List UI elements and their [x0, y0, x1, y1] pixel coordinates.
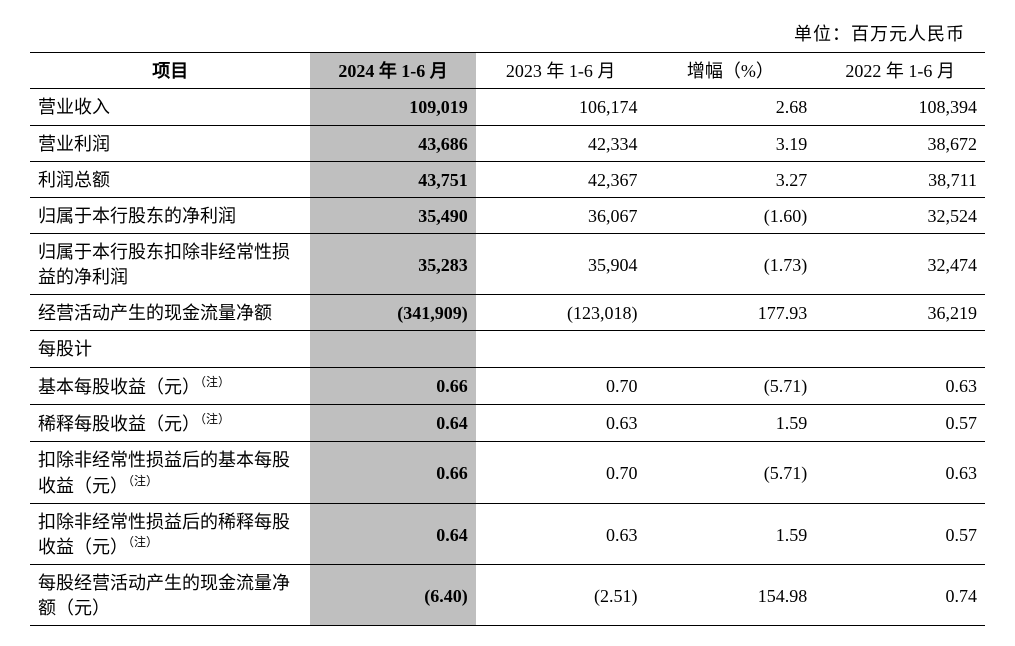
cell-prev: 0.70: [476, 442, 646, 504]
cell-prev: (2.51): [476, 565, 646, 626]
table-row: 每股经营活动产生的现金流量净额（元）(6.40)(2.51)154.980.74: [30, 565, 985, 626]
col-cur: 2024 年 1-6 月: [310, 53, 475, 89]
cell-chg: (1.73): [645, 234, 815, 295]
cell-cur: 0.66: [310, 442, 475, 504]
cell-prev: 106,174: [476, 89, 646, 125]
table-row: 基本每股收益（元）（注）0.660.70(5.71)0.63: [30, 367, 985, 404]
cell-prev2: 0.57: [815, 503, 985, 565]
col-prev: 2023 年 1-6 月: [476, 53, 646, 89]
row-item-label: 归属于本行股东扣除非经常性损益的净利润: [30, 234, 310, 295]
table-row: 扣除非经常性损益后的稀释每股收益（元）（注）0.640.631.590.57: [30, 503, 985, 565]
cell-chg: (5.71): [645, 442, 815, 504]
cell-prev: [476, 331, 646, 367]
row-item-label: 归属于本行股东的净利润: [30, 198, 310, 234]
note-ref: （注）: [200, 412, 230, 426]
cell-prev: 35,904: [476, 234, 646, 295]
table-row: 归属于本行股东扣除非经常性损益的净利润35,28335,904(1.73)32,…: [30, 234, 985, 295]
col-chg: 增幅（%）: [645, 53, 815, 89]
cell-prev2: 36,219: [815, 295, 985, 331]
cell-cur: 35,283: [310, 234, 475, 295]
cell-prev: 0.70: [476, 367, 646, 404]
note-ref: （注）: [200, 375, 230, 389]
cell-chg: 1.59: [645, 404, 815, 441]
table-row: 经营活动产生的现金流量净额(341,909)(123,018)177.9336,…: [30, 295, 985, 331]
cell-prev2: 0.63: [815, 442, 985, 504]
table-row: 归属于本行股东的净利润35,49036,067(1.60)32,524: [30, 198, 985, 234]
row-item-label: 利润总额: [30, 161, 310, 197]
table-body: 营业收入109,019106,1742.68108,394营业利润43,6864…: [30, 89, 985, 626]
cell-chg: 1.59: [645, 503, 815, 565]
row-item-label: 稀释每股收益（元）（注）: [30, 404, 310, 441]
row-item-label: 营业利润: [30, 125, 310, 161]
table-row: 营业收入109,019106,1742.68108,394: [30, 89, 985, 125]
cell-chg: 3.27: [645, 161, 815, 197]
cell-chg: 3.19: [645, 125, 815, 161]
cell-prev2: 38,672: [815, 125, 985, 161]
table-row: 营业利润43,68642,3343.1938,672: [30, 125, 985, 161]
cell-prev: (123,018): [476, 295, 646, 331]
cell-prev: 42,334: [476, 125, 646, 161]
cell-prev: 42,367: [476, 161, 646, 197]
cell-cur: (341,909): [310, 295, 475, 331]
cell-cur: 0.64: [310, 503, 475, 565]
cell-prev: 0.63: [476, 404, 646, 441]
cell-cur: 43,751: [310, 161, 475, 197]
table-row: 扣除非经常性损益后的基本每股收益（元）（注）0.660.70(5.71)0.63: [30, 442, 985, 504]
cell-chg: 2.68: [645, 89, 815, 125]
cell-prev2: 0.74: [815, 565, 985, 626]
unit-label: 单位：百万元人民币: [30, 20, 985, 46]
cell-cur: 0.64: [310, 404, 475, 441]
cell-prev: 36,067: [476, 198, 646, 234]
cell-cur: 0.66: [310, 367, 475, 404]
cell-prev2: 0.57: [815, 404, 985, 441]
cell-chg: (1.60): [645, 198, 815, 234]
table-row: 利润总额43,75142,3673.2738,711: [30, 161, 985, 197]
cell-cur: 109,019: [310, 89, 475, 125]
row-item-label: 每股经营活动产生的现金流量净额（元）: [30, 565, 310, 626]
table-row: 每股计: [30, 331, 985, 367]
cell-prev2: 108,394: [815, 89, 985, 125]
cell-prev2: 0.63: [815, 367, 985, 404]
row-item-label: 经营活动产生的现金流量净额: [30, 295, 310, 331]
col-prev2: 2022 年 1-6 月: [815, 53, 985, 89]
row-item-label: 每股计: [30, 331, 310, 367]
row-item-label: 基本每股收益（元）（注）: [30, 367, 310, 404]
header-row: 项目 2024 年 1-6 月 2023 年 1-6 月 增幅（%） 2022 …: [30, 53, 985, 89]
cell-prev2: 38,711: [815, 161, 985, 197]
cell-chg: [645, 331, 815, 367]
note-ref: （注）: [128, 535, 158, 549]
cell-cur: 35,490: [310, 198, 475, 234]
cell-cur: 43,686: [310, 125, 475, 161]
cell-chg: 154.98: [645, 565, 815, 626]
row-item-label: 扣除非经常性损益后的稀释每股收益（元）（注）: [30, 503, 310, 565]
cell-prev2: [815, 331, 985, 367]
cell-prev2: 32,524: [815, 198, 985, 234]
financial-table: 项目 2024 年 1-6 月 2023 年 1-6 月 增幅（%） 2022 …: [30, 52, 985, 626]
note-ref: （注）: [128, 474, 158, 488]
table-row: 稀释每股收益（元）（注）0.640.631.590.57: [30, 404, 985, 441]
cell-cur: (6.40): [310, 565, 475, 626]
cell-chg: 177.93: [645, 295, 815, 331]
cell-prev2: 32,474: [815, 234, 985, 295]
row-item-label: 营业收入: [30, 89, 310, 125]
cell-cur: [310, 331, 475, 367]
col-item: 项目: [30, 53, 310, 89]
row-item-label: 扣除非经常性损益后的基本每股收益（元）（注）: [30, 442, 310, 504]
cell-chg: (5.71): [645, 367, 815, 404]
cell-prev: 0.63: [476, 503, 646, 565]
